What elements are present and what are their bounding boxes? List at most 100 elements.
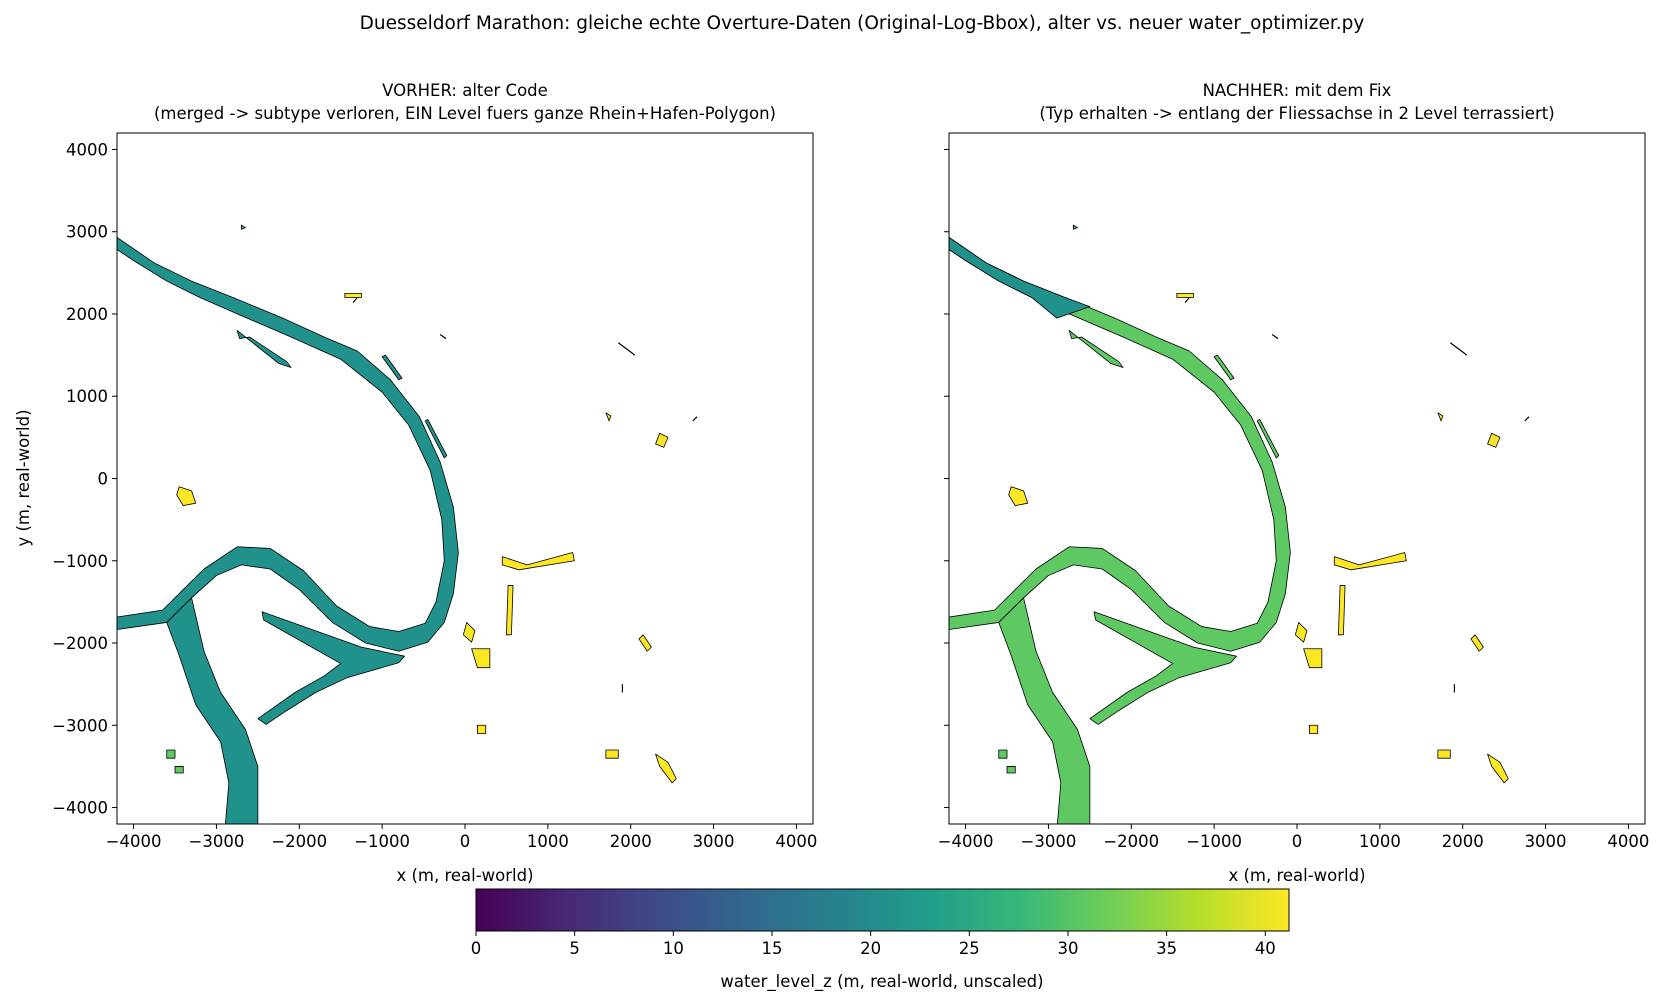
pond	[1006, 766, 1016, 774]
x-tick-label: 2000	[610, 832, 652, 851]
stream-line	[1449, 342, 1468, 356]
lake	[638, 634, 652, 652]
y-axis-label: y (m, real-world)	[14, 409, 33, 546]
lake	[1294, 622, 1308, 643]
colorbar-gradient	[475, 888, 1290, 932]
stream-line	[617, 342, 636, 356]
pond	[998, 749, 1008, 759]
panel-after-title-line1: NACHHER: mit dem Fix	[1203, 81, 1392, 100]
lake	[1487, 753, 1509, 784]
colorbar-tick-label: 10	[663, 939, 684, 958]
x-tick-label: −2000	[271, 832, 327, 851]
hafen-polygon	[1089, 611, 1237, 725]
lake	[462, 622, 476, 643]
pond	[166, 749, 176, 759]
y-axis-before: −4000 −3000 −2000 −1000 0 1000 2000 3000 4000	[52, 140, 117, 818]
colorbar-tick-label: 25	[959, 939, 980, 958]
x-tick-label: −3000	[189, 832, 245, 851]
x-tick-label: 4000	[775, 832, 817, 851]
lake	[506, 585, 514, 636]
y-tick-label: 2000	[66, 305, 108, 324]
pond	[174, 766, 184, 774]
rhein-polygon	[949, 236, 1291, 652]
colorbar-ticks: 0 5 10 15 20 25 30 35 40	[471, 931, 1276, 958]
map-before	[117, 224, 698, 824]
colorbar-tick-label: 30	[1057, 939, 1078, 958]
stream-line	[1524, 416, 1530, 422]
colorbar-tick-label: 35	[1156, 939, 1177, 958]
lake	[1437, 749, 1451, 759]
colorbar-label: water_level_z (m, real-world, unscaled)	[720, 972, 1043, 992]
colorbar: 0 5 10 15 20 25 30 35 40 water_level_z (m, real-…	[471, 888, 1290, 992]
rhein-upstream-level	[949, 236, 1091, 319]
lake	[605, 749, 619, 759]
hafen-polygon	[257, 611, 405, 725]
side-channel	[1068, 330, 1124, 368]
lake	[1176, 293, 1194, 298]
side-channel	[381, 354, 403, 381]
panel-after: NACHHER: mit dem Fix (Typ erhalten -> en…	[938, 81, 1650, 885]
lake	[1437, 412, 1444, 422]
panel-before-title-line1: VORHER: alter Code	[382, 81, 548, 100]
lake	[605, 412, 612, 422]
x-tick-label: −2000	[1103, 832, 1159, 851]
rhein-polygon	[117, 236, 459, 652]
x-tick-label: 4000	[1607, 832, 1649, 851]
colorbar-tick-label: 20	[860, 939, 881, 958]
x-tick-label: −1000	[354, 832, 410, 851]
y-tick-label: −1000	[52, 552, 108, 571]
pond	[240, 224, 246, 230]
y-tick-label: −4000	[52, 799, 108, 818]
x-tick-label: −3000	[1021, 832, 1077, 851]
rhein-south-branch	[998, 597, 1091, 824]
y-tick-label: −2000	[52, 634, 108, 653]
stream-line	[1271, 334, 1279, 340]
y-tick-label: −3000	[52, 716, 108, 735]
y-tick-label: 1000	[66, 387, 108, 406]
lake	[1303, 648, 1323, 669]
lake	[1470, 634, 1484, 652]
panel-before: VORHER: alter Code (merged -> subtype ve…	[14, 81, 817, 885]
lake	[344, 293, 362, 298]
lake	[477, 724, 487, 734]
lake	[655, 753, 677, 784]
colorbar-tick-label: 5	[569, 939, 580, 958]
lake	[1338, 585, 1346, 636]
x-tick-label: 0	[1292, 832, 1303, 851]
stream-line	[692, 416, 698, 422]
side-channel	[1213, 354, 1235, 381]
colorbar-tick-label: 0	[471, 939, 482, 958]
y-tick-label: 3000	[66, 223, 108, 242]
side-channel	[424, 418, 448, 459]
stream-line	[352, 297, 358, 303]
panel-after-title-line2: (Typ erhalten -> entlang der Fliessachse…	[1039, 104, 1554, 123]
pond	[1072, 224, 1078, 230]
x-axis-label-after: x (m, real-world)	[1228, 866, 1365, 885]
lake	[1333, 552, 1407, 571]
y-tick-label: 4000	[66, 140, 108, 159]
stream-line	[439, 334, 447, 340]
lake	[1309, 724, 1319, 734]
figure-suptitle: Duesseldorf Marathon: gleiche echte Over…	[360, 13, 1365, 34]
panel-before-title-line2: (merged -> subtype verloren, EIN Level f…	[154, 104, 776, 123]
map-after	[949, 224, 1530, 824]
y-tick-label: 0	[98, 470, 109, 489]
x-axis-before: −4000 −3000 −2000 −1000 0 1000 2000 3000 4000	[106, 824, 817, 851]
side-channel	[236, 330, 292, 368]
x-tick-label: 3000	[1525, 832, 1567, 851]
lake	[501, 552, 575, 571]
x-tick-label: −4000	[938, 832, 994, 851]
side-channel	[1256, 418, 1280, 459]
x-tick-label: 3000	[693, 832, 735, 851]
x-tick-label: −1000	[1186, 832, 1242, 851]
lake	[471, 648, 491, 669]
stream-line	[1184, 297, 1190, 303]
x-tick-label: −4000	[106, 832, 162, 851]
x-tick-label: 1000	[527, 832, 569, 851]
y-axis-after	[944, 148, 949, 809]
lake	[1487, 432, 1501, 448]
lake	[655, 432, 669, 448]
x-axis-after: −4000 −3000 −2000 −1000 0 1000 2000 3000 4000	[938, 824, 1649, 851]
colorbar-tick-label: 15	[761, 939, 782, 958]
